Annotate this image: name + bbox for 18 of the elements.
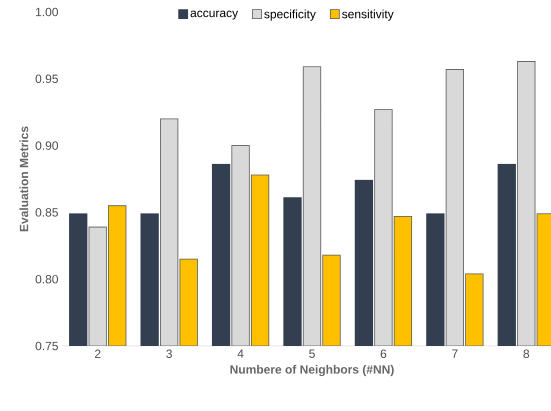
y-tick-label: 1.00	[36, 8, 58, 16]
x-tick-label: 8	[523, 350, 530, 358]
y-tick-label: 0.80	[36, 274, 58, 284]
y-tick-label: 0.75	[36, 342, 58, 350]
legend-label: accuracy	[190, 10, 238, 20]
y-tick-label: 0.85	[36, 208, 58, 217]
legend-label: sensitivity	[342, 10, 394, 21]
y-axis-title: Evaluation Metrics	[19, 126, 28, 232]
x-axis-title: Numbere of Neighbors (#NN)	[230, 364, 394, 376]
legend-label: specificity	[264, 10, 316, 21]
x-tick-label: 5	[309, 350, 315, 358]
x-tick-label: 2	[94, 350, 100, 358]
x-tick-label: 3	[166, 350, 172, 358]
x-tick-label: 6	[380, 350, 386, 358]
x-tick-label: 7	[452, 350, 458, 358]
x-tick-label: 4	[238, 350, 244, 358]
y-tick-label: 0.95	[36, 74, 58, 84]
y-tick-label: 0.90	[36, 141, 58, 150]
